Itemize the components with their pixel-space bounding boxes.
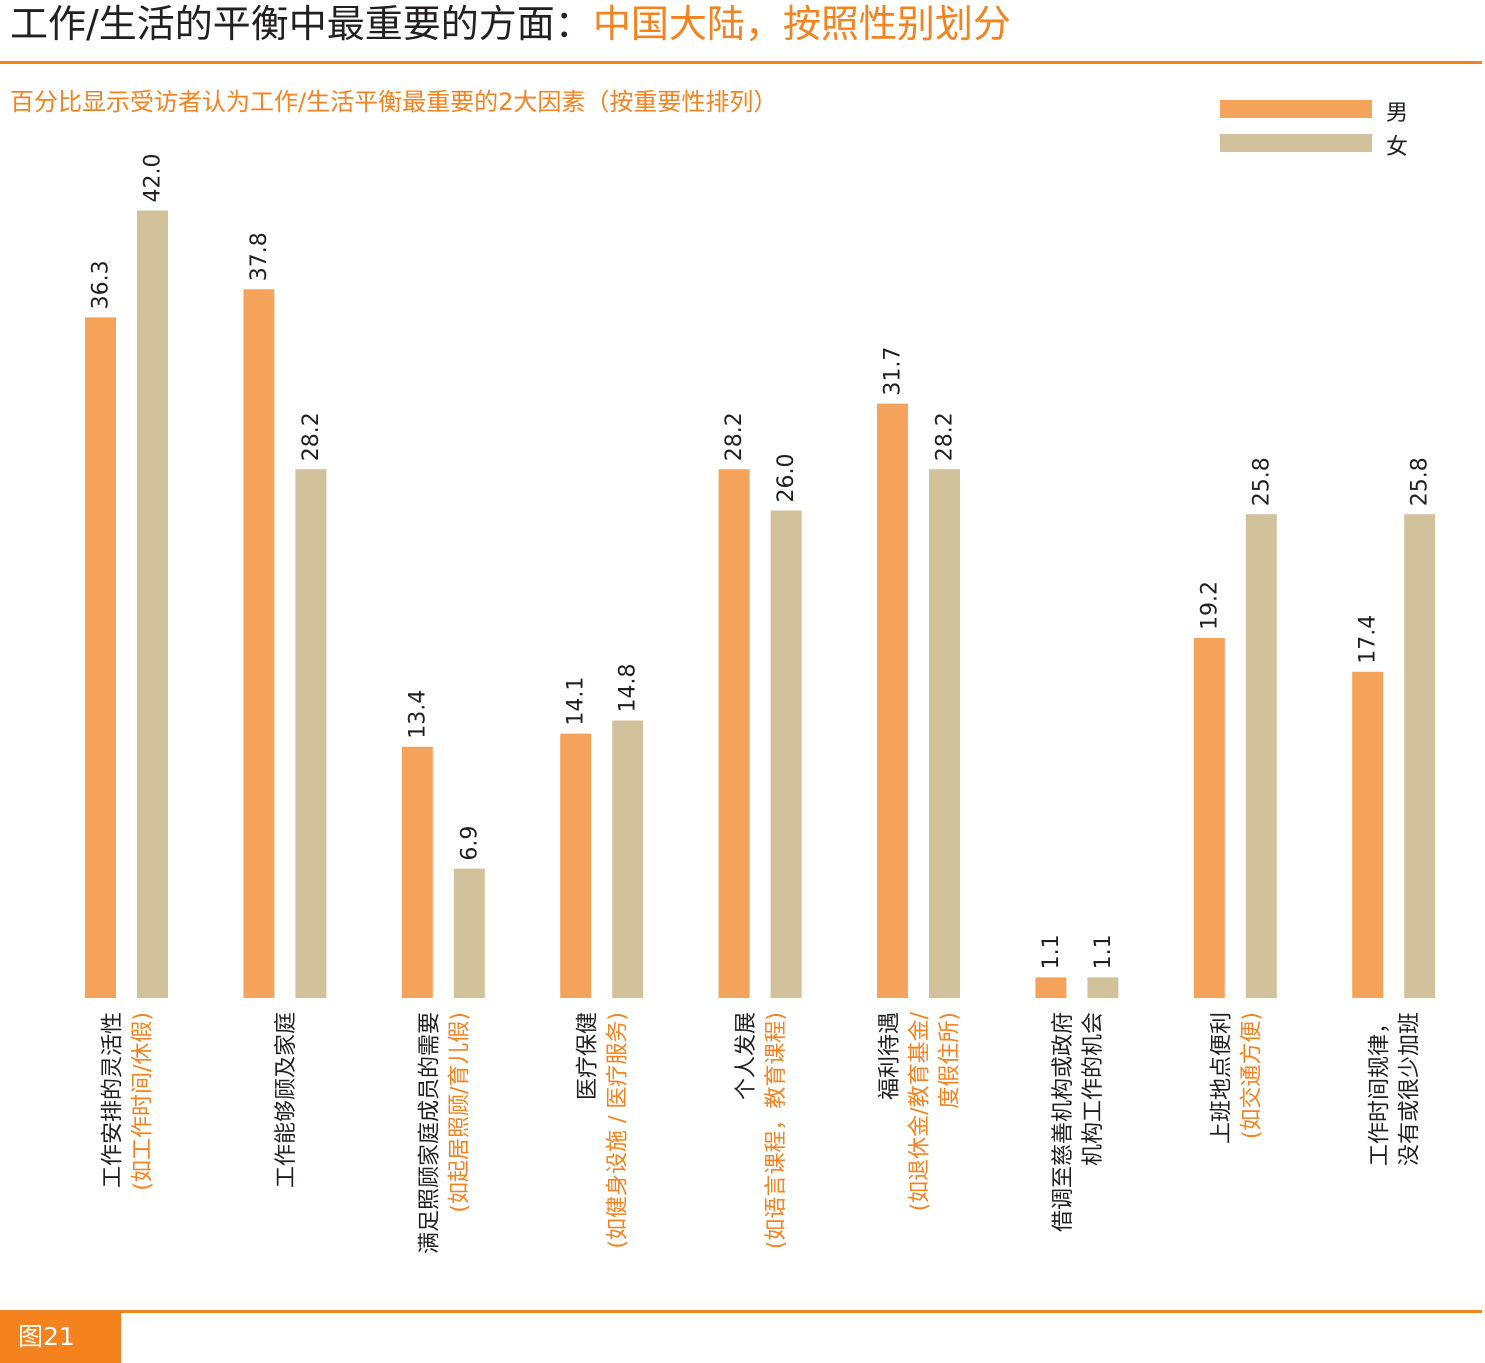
data-label: 14.1: [564, 677, 589, 726]
chart-subtitle: 百分比显示受访者认为工作/生活平衡最重要的2大因素（按重要性排列）: [10, 88, 778, 116]
legend-swatch-male: [1220, 100, 1372, 118]
bar-female: [1087, 977, 1119, 998]
category-label: (如语言课程，教育课程): [764, 1012, 789, 1249]
bar-female: [612, 720, 644, 998]
top-divider: [0, 61, 1482, 64]
chart-title-accent: 中国大陆，按照性别划分: [592, 2, 1011, 46]
category-label: 度假住所): [938, 1012, 963, 1109]
bar-male: [718, 469, 750, 998]
bar-female: [1245, 514, 1277, 998]
category-label: 工作时间规律，: [1368, 1012, 1393, 1166]
bar-male: [85, 317, 116, 998]
data-label: 31.7: [881, 347, 906, 396]
bar-male: [243, 289, 275, 998]
bar-female: [929, 469, 960, 998]
data-label: 25.8: [1408, 457, 1433, 506]
data-label: 13.4: [405, 690, 430, 739]
bar-female: [453, 868, 485, 998]
data-label: 42.0: [141, 154, 166, 203]
legend-label-female: 女: [1386, 135, 1409, 160]
category-label: 个人发展: [734, 1012, 759, 1100]
bar-female: [137, 210, 168, 998]
category-label: (如交通方便): [1239, 1012, 1264, 1139]
bar-male: [1193, 638, 1225, 998]
category-label: (如工作时间/休假): [131, 1012, 156, 1191]
category-label: 工作能够顾及家庭: [274, 1012, 299, 1188]
bar-female: [295, 469, 327, 998]
bar-female: [770, 510, 802, 998]
category-label: 没有或很少加班: [1398, 1012, 1423, 1166]
data-label: 19.2: [1197, 581, 1222, 630]
data-label: 14.8: [616, 664, 641, 713]
data-label: 1.1: [1091, 934, 1116, 969]
data-label: 6.9: [457, 826, 482, 861]
legend-label-male: 男: [1386, 101, 1409, 126]
data-label: 17.4: [1356, 615, 1381, 664]
data-label: 28.2: [299, 412, 324, 461]
data-label: 1.1: [1039, 934, 1064, 969]
chart-title: 工作/生活的平衡中最重要的方面：中国大陆，按照性别划分: [10, 0, 1011, 58]
bar-male: [401, 746, 433, 998]
data-label: 25.8: [1249, 457, 1274, 506]
data-label: 36.3: [89, 260, 114, 309]
bar-chart: 36.3 42.0 工作安排的灵活性 (如工作时间/休假) 37.8 28.2 工作能够顾及…: [85, 154, 1436, 1254]
bar-male: [560, 733, 592, 998]
category-label: 工作安排的灵活性: [101, 1012, 126, 1188]
category-label: (如起居照顾/育儿假): [447, 1012, 472, 1213]
legend-swatch-female: [1220, 134, 1372, 152]
chart-title-main: 工作/生活的平衡中最重要的方面：: [10, 2, 593, 46]
bottom-divider: [0, 1310, 1482, 1313]
category-label: 医疗保健: [576, 1012, 601, 1100]
data-label: 37.8: [247, 232, 272, 281]
data-label: 26.0: [774, 454, 799, 503]
category-label: (如健身设施 / 医疗服务): [606, 1012, 631, 1249]
bar-male: [877, 403, 908, 998]
category-label: 借调至慈善机构或政府: [1051, 1012, 1076, 1232]
category-label: 满足照顾家庭成员的需要: [417, 1012, 442, 1254]
category-label: 机构工作的机会: [1081, 1012, 1106, 1166]
bar-female: [1404, 514, 1436, 998]
category-label: (如退休金/教育基金/: [908, 1011, 933, 1211]
bar-male: [1352, 671, 1384, 998]
category-label: 福利待遇: [878, 1012, 903, 1100]
bar-male: [1035, 977, 1067, 998]
data-label: 28.2: [722, 412, 747, 461]
data-label: 28.2: [933, 412, 958, 461]
category-label: 上班地点便利: [1209, 1012, 1234, 1144]
figure-label: 图21: [0, 1313, 121, 1363]
